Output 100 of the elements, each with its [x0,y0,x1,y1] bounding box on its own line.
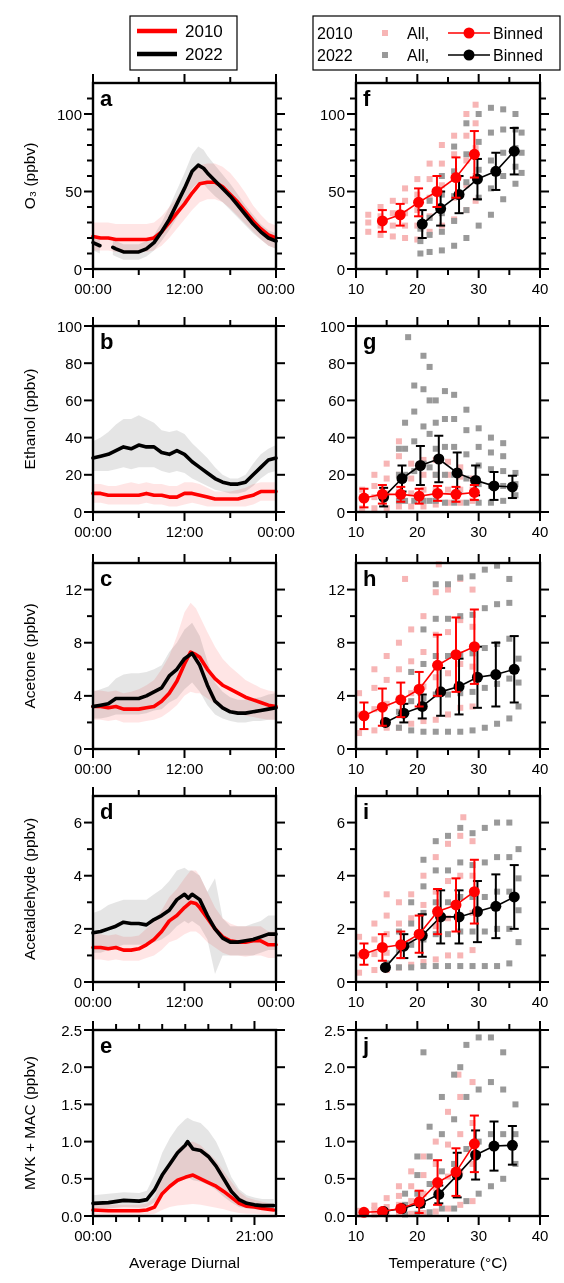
x-tick-label: 00:00 [257,760,295,777]
annotation: h [363,566,377,591]
y-tick-label: 0 [336,260,345,278]
annotation: d [100,799,114,824]
y-tick-label: 0.0 [324,1207,345,1225]
x-tick-label: 40 [531,280,549,297]
legend-label: Binned [493,46,543,64]
y-tick-label: 50 [65,183,82,200]
x-tick-label: 30 [470,523,488,540]
annotation: e [100,1033,113,1058]
x-tick-label: 20 [408,280,426,297]
y-tick-label: 100 [56,105,82,123]
x-tick-label: 00:00 [74,760,112,777]
x-tick-label: 10 [347,1227,365,1244]
x-tick-label: 21:00 [235,1227,274,1244]
x-tick-label: 00:00 [74,1227,112,1244]
annotation: i [363,799,370,824]
y-axis-title: Ethanol (ppbv) [21,368,38,470]
x-tick-label: 12:00 [165,523,204,540]
y-tick-label: 0 [73,260,82,278]
y-tick-label: 1.5 [61,1095,82,1113]
y-tick-label: 6 [336,814,345,832]
x-tick-label: 00:00 [257,280,295,297]
y-tick-label: 0 [336,503,345,521]
x-tick-label: 10 [347,760,365,777]
y-tick-label: 0 [336,973,345,991]
y-tick-label: 0 [73,973,82,991]
y-tick-label: 4 [336,687,345,705]
annotation: c [100,566,113,591]
y-tick-label: 2.5 [324,1021,345,1039]
y-tick-label: 60 [328,391,345,409]
text: 2022 [317,46,353,64]
y-tick-label: 8 [336,634,345,652]
y-tick-label: 1.0 [324,1133,345,1151]
y-tick-label: 40 [328,429,345,447]
y-tick-label: 1.5 [324,1095,345,1113]
x-tick-label: 10 [347,523,365,540]
annotation: a [100,86,113,111]
legend-label: 2010 [185,21,223,41]
x-tick-label: 30 [470,993,488,1010]
y-tick-label: 0 [336,740,345,758]
y-tick-label: 50 [328,183,345,200]
x-tick-label: 40 [531,1227,549,1244]
y-tick-label: 60 [65,391,82,409]
x-tick-label: 12:00 [165,993,204,1010]
y-tick-label: 12 [65,581,82,599]
y-tick-label: 20 [65,466,82,484]
y-tick-label: 0 [73,740,82,758]
y-tick-label: 100 [56,317,82,335]
y-axis-title: O₃ (ppbv) [21,142,38,210]
y-tick-label: 0.5 [61,1170,82,1188]
text: 2010 [317,24,353,42]
legend-label: All, [407,24,430,42]
x-tick-label: 20 [408,760,426,777]
x-tick-label: 20 [408,993,426,1010]
x-tick-label: 40 [531,760,549,777]
x-tick-label: 00:00 [257,523,295,540]
x-tick-label: 12:00 [165,760,204,777]
y-tick-label: 80 [328,354,345,372]
x-tick-label: 40 [531,523,549,540]
x-tick-label: 00:00 [74,280,112,297]
x-tick-label: 10 [347,280,365,297]
x-tick-label: 12:00 [165,280,204,297]
x-tick-label: 20 [408,523,426,540]
y-tick-label: 4 [336,867,345,885]
y-tick-label: 2.0 [61,1058,82,1076]
y-tick-label: 0.5 [324,1170,345,1188]
x-tick-label: 30 [470,1227,488,1244]
x-axis-title: Average Diurnal [129,1254,240,1271]
y-tick-label: 0 [73,503,82,521]
legend-label: Binned [493,24,543,42]
annotation: b [100,329,114,354]
y-tick-label: 20 [328,466,345,484]
y-tick-label: 80 [65,354,82,372]
x-axis-title: Temperature (°C) [388,1254,508,1271]
x-tick-label: 00:00 [257,993,295,1010]
annotation: j [362,1033,370,1058]
x-tick-label: 00:00 [74,993,112,1010]
y-tick-label: 2 [73,920,82,938]
legend-label: 2022 [185,44,223,64]
y-tick-label: 4 [73,867,82,885]
y-tick-label: 8 [73,634,82,652]
y-tick-label: 12 [328,581,345,599]
y-tick-label: 4 [73,687,82,705]
x-tick-label: 30 [470,280,488,297]
y-tick-label: 40 [65,429,82,447]
y-tick-label: 0.0 [61,1207,82,1225]
x-tick-label: 10 [347,993,365,1010]
y-axis-title: Acetaldehyde (ppbv) [21,817,38,961]
y-axis-title: MVK + MAC (ppbv) [21,1056,38,1190]
y-tick-label: 100 [319,317,345,335]
x-tick-label: 40 [531,993,549,1010]
x-tick-label: 20 [408,1227,426,1244]
x-tick-label: 30 [470,760,488,777]
y-tick-label: 6 [73,814,82,832]
y-tick-label: 2.0 [324,1058,345,1076]
y-axis-title: Acetone (ppbv) [21,603,38,709]
legend-label: All, [407,46,430,64]
y-tick-label: 2.5 [61,1021,82,1039]
annotation: g [363,329,377,354]
